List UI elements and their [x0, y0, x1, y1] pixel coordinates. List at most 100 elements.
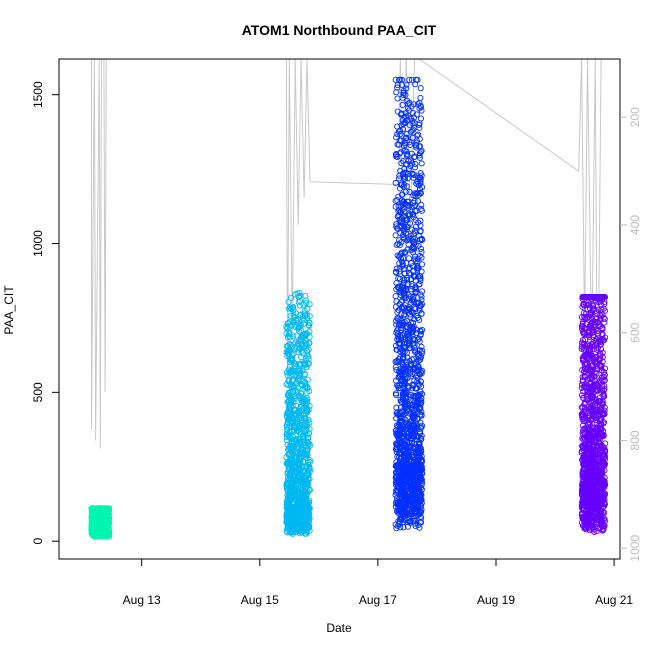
data-point — [408, 507, 415, 514]
data-point — [402, 503, 410, 510]
data-point — [587, 309, 594, 316]
data-point — [296, 437, 303, 444]
data-point — [399, 378, 406, 385]
data-point — [302, 379, 309, 386]
data-point — [590, 457, 597, 464]
data-point — [417, 328, 424, 335]
y-tick-label: 500 — [31, 382, 45, 402]
data-point — [585, 501, 592, 509]
data-point — [399, 474, 407, 481]
data-point — [413, 512, 420, 520]
data-point — [415, 450, 423, 457]
data-point — [597, 341, 604, 348]
data-point — [90, 521, 98, 528]
data-point — [401, 404, 408, 411]
data-point — [393, 153, 400, 160]
data-point — [404, 175, 411, 182]
data-point — [412, 393, 419, 400]
data-point — [304, 330, 311, 337]
data-point — [395, 193, 402, 200]
data-point — [599, 527, 606, 534]
data-point — [602, 447, 609, 454]
data-point — [392, 197, 399, 205]
data-point — [404, 104, 412, 112]
data-point — [297, 407, 304, 414]
data-point — [417, 85, 424, 92]
data-point — [581, 405, 588, 412]
data-point — [415, 182, 422, 189]
data-point — [392, 179, 399, 186]
data-point — [411, 315, 418, 323]
x-tick-label: Aug 17 — [359, 593, 397, 607]
data-point — [404, 223, 411, 230]
data-point — [291, 465, 298, 472]
data-point — [305, 462, 312, 469]
data-point — [298, 512, 305, 519]
data-point — [414, 374, 421, 381]
data-point — [416, 174, 423, 181]
data-point — [304, 489, 311, 496]
data-point — [395, 340, 402, 347]
data-point — [406, 518, 413, 525]
data-point — [410, 500, 417, 507]
data-point — [412, 227, 419, 234]
data-point — [393, 223, 400, 230]
data-point — [586, 348, 593, 355]
data-point — [301, 429, 308, 436]
data-point — [596, 449, 603, 456]
data-point — [302, 528, 309, 535]
data-point — [400, 343, 407, 350]
data-point — [402, 517, 409, 524]
data-point — [416, 236, 424, 243]
data-point — [601, 499, 608, 506]
data-point — [402, 230, 410, 237]
data-point — [587, 367, 594, 374]
data-point — [418, 353, 425, 360]
data-point — [581, 445, 588, 453]
data-point — [585, 403, 592, 410]
data-point — [285, 333, 292, 340]
data-point — [598, 432, 605, 439]
data-point — [99, 509, 106, 516]
data-point — [414, 372, 421, 379]
data-point — [578, 502, 585, 509]
data-point — [305, 471, 312, 478]
data-point — [593, 420, 600, 427]
chart-title: ATOM1 Northbound PAA_CIT — [242, 22, 437, 38]
data-point — [599, 432, 606, 440]
data-point — [408, 405, 415, 412]
data-point — [286, 471, 293, 478]
data-point — [403, 81, 410, 88]
data-point — [411, 425, 418, 432]
data-point — [587, 431, 594, 438]
data-point — [399, 101, 406, 109]
data-point — [416, 347, 423, 354]
data-point — [302, 297, 310, 304]
data-point — [293, 345, 301, 352]
data-point — [408, 496, 416, 504]
data-point — [396, 520, 403, 527]
data-point — [304, 360, 311, 367]
data-point — [393, 404, 400, 411]
data-point — [399, 381, 406, 388]
data-point — [393, 89, 400, 96]
data-point — [418, 411, 425, 418]
data-point — [418, 293, 425, 300]
data-point — [301, 384, 308, 391]
data-point — [305, 507, 312, 514]
data-point — [413, 312, 420, 319]
data-point — [396, 242, 403, 249]
data-point — [598, 294, 605, 301]
data-point — [411, 446, 418, 453]
data-point — [400, 371, 407, 378]
data-point — [286, 405, 293, 412]
data-point — [412, 428, 419, 435]
data-point — [580, 395, 587, 402]
data-point — [406, 457, 413, 464]
data-point — [419, 347, 426, 354]
data-point — [579, 422, 586, 429]
data-point — [287, 294, 295, 301]
data-point — [587, 511, 594, 518]
data-point — [598, 367, 605, 374]
data-point — [416, 272, 423, 279]
